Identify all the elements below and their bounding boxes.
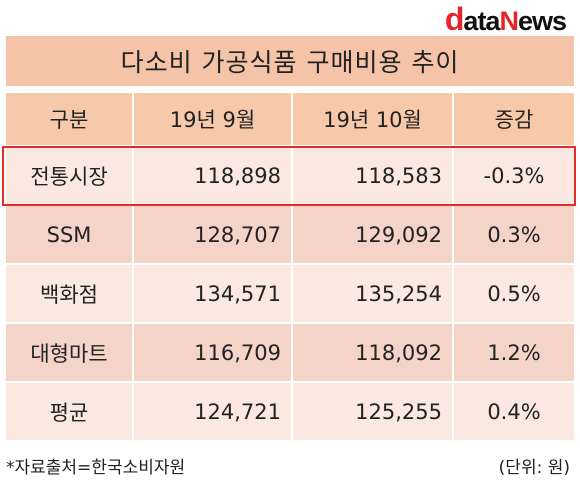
row-label: 평균	[6, 383, 134, 440]
oct-value: 118,092	[293, 324, 454, 381]
change-value: -0.3%	[483, 163, 545, 188]
table-title: 다소비 가공식품 구매비용 추이	[6, 36, 574, 86]
sep-value: 116,709	[134, 324, 293, 381]
sep-value: 124,721	[134, 383, 293, 440]
row-label: 백화점	[6, 265, 134, 322]
logo-letters-ews: ews	[517, 6, 567, 36]
source-note: *자료출처=한국소비자원	[6, 457, 186, 478]
logo-letters-ata: ata	[463, 6, 500, 36]
sep-value: 118,898	[134, 147, 293, 204]
table-row: 대형마트 116,709 118,092 1.2%	[6, 324, 574, 383]
sep-value: 128,707	[134, 206, 293, 263]
row-label: 대형마트	[6, 324, 134, 381]
table-row: 평균 124,721 125,255 0.4%	[6, 383, 574, 442]
table-header-row: 구분 19년 9월 19년 10월 증감	[6, 93, 574, 147]
header-oct-2019: 19년 10월	[293, 93, 454, 145]
change-value: 0.4%	[487, 399, 541, 424]
row-label: 전통시장	[6, 147, 134, 204]
header-change: 증감	[494, 108, 534, 132]
table-row: SSM 128,707 129,092 0.3%	[6, 206, 574, 265]
unit-note: (단위: 원)	[498, 457, 570, 478]
header-sep-2019: 19년 9월	[134, 93, 293, 145]
header-category: 구분	[6, 93, 134, 145]
purchase-cost-table: 구분 19년 9월 19년 10월 증감 전통시장 118,898 118,58…	[6, 93, 574, 442]
oct-value: 135,254	[293, 265, 454, 322]
change-value: 0.5%	[487, 281, 541, 306]
datanews-logo: dataNews	[444, 1, 567, 37]
table-footer: *자료출처=한국소비자원 (단위: 원)	[6, 452, 574, 478]
oct-value: 118,583	[293, 147, 454, 204]
oct-value: 125,255	[293, 383, 454, 440]
sep-value: 134,571	[134, 265, 293, 322]
table-row: 전통시장 118,898 118,583 -0.3%	[6, 147, 574, 206]
change-value: 0.3%	[487, 222, 541, 247]
logo-letter-n: N	[499, 6, 518, 36]
change-value: 1.2%	[487, 340, 541, 365]
row-label: SSM	[6, 206, 134, 263]
logo-letter-d: d	[444, 1, 465, 37]
oct-value: 129,092	[293, 206, 454, 263]
table-row: 백화점 134,571 135,254 0.5%	[6, 265, 574, 324]
